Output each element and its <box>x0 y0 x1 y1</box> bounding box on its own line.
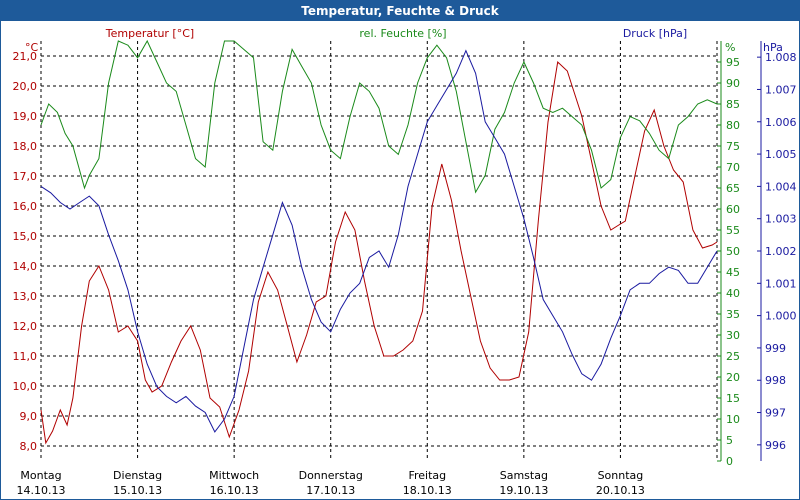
x-day-label: Dienstag <box>113 469 162 482</box>
humidity-tick-label: 0 <box>726 455 733 468</box>
pressure-tick-label: 999 <box>765 342 786 355</box>
temperature-tick-label: 10,0 <box>13 380 38 393</box>
series-line-pressure <box>40 49 718 433</box>
chart-svg: Temperatur [°C] rel. Feuchte [%] Druck [… <box>13 27 797 497</box>
pressure-tick-label: 1.006 <box>765 116 797 129</box>
pressure-ticks: 1.008 1.007 1.006 1.005 1.004 1.003 1.002 1.001… <box>757 51 797 452</box>
temperature-tick-label: 9,0 <box>20 410 38 423</box>
humidity-tick-label: 55 <box>726 224 740 237</box>
pressure-tick-label: 998 <box>765 374 786 387</box>
humidity-tick-label: 65 <box>726 182 740 195</box>
humidity-tick-label: 10 <box>726 413 740 426</box>
temperature-tick-label: 13,0 <box>13 290 38 303</box>
x-axis-labels: Montag 14.10.13 Dienstag 15.10.13 Mittwoch 16… <box>17 469 645 497</box>
temperature-tick-label: 20,0 <box>13 80 38 93</box>
series-line-humidity <box>40 39 718 194</box>
pressure-unit: hPa <box>763 41 783 54</box>
humidity-tick-label: 5 <box>726 434 733 447</box>
x-date-label: 19.10.13 <box>499 484 548 497</box>
humidity-tick-label: 20 <box>726 371 740 384</box>
humidity-tick-label: 60 <box>726 203 740 216</box>
series-line-temperature <box>40 60 718 445</box>
humidity-tick-label: 25 <box>726 350 740 363</box>
chart-title: Temperatur, Feuchte & Druck <box>1 1 799 21</box>
pressure-axis-label: Druck [hPa] <box>623 27 687 40</box>
x-day-label: Sonntag <box>598 469 644 482</box>
humidity-tick-label: 15 <box>726 392 740 405</box>
temperature-tick-label: 19,0 <box>13 110 38 123</box>
humidity-axis-label: rel. Feuchte [%] <box>359 27 446 40</box>
humidity-unit: % <box>725 41 735 54</box>
temperature-axis-label: Temperatur [°C] <box>105 27 194 40</box>
pressure-tick-label: 1.007 <box>765 83 797 96</box>
x-day-label: Montag <box>20 469 61 482</box>
temperature-tick-label: 14,0 <box>13 260 38 273</box>
pressure-tick-label: 997 <box>765 407 786 420</box>
temperature-tick-label: 17,0 <box>13 170 38 183</box>
pressure-tick-label: 1.002 <box>765 245 797 258</box>
pressure-tick-label: 1.005 <box>765 148 797 161</box>
x-date-label: 18.10.13 <box>403 484 452 497</box>
temperature-tick-label: 18,0 <box>13 140 38 153</box>
x-date-label: 15.10.13 <box>113 484 162 497</box>
humidity-tick-label: 45 <box>726 266 740 279</box>
temperature-tick-label: 16,0 <box>13 200 38 213</box>
temperature-tick-label: 11,0 <box>13 350 38 363</box>
temperature-unit: °C <box>25 41 39 54</box>
x-date-label: 20.10.13 <box>596 484 645 497</box>
humidity-tick-label: 80 <box>726 119 740 132</box>
humidity-tick-label: 95 <box>726 56 740 69</box>
pressure-tick-label: 1.001 <box>765 277 797 290</box>
humidity-tick-label: 30 <box>726 329 740 342</box>
pressure-tick-label: 1.003 <box>765 213 797 226</box>
temperature-ticks: 21,0 20,0 19,0 18,0 17,0 16,0 15,0 14,0 13,0 12,0… <box>13 50 38 453</box>
humidity-tick-label: 75 <box>726 140 740 153</box>
pressure-tick-label: 1.008 <box>765 51 797 64</box>
temperature-tick-label: 15,0 <box>13 230 38 243</box>
humidity-tick-label: 40 <box>726 287 740 300</box>
humidity-tick-label: 70 <box>726 161 740 174</box>
humidity-tick-label: 50 <box>726 245 740 258</box>
x-day-label: Donnerstag <box>299 469 363 482</box>
series-lines <box>40 39 718 445</box>
x-date-label: 16.10.13 <box>210 484 259 497</box>
x-day-label: Mittwoch <box>209 469 259 482</box>
pressure-tick-label: 1.004 <box>765 180 797 193</box>
x-day-label: Samstag <box>500 469 548 482</box>
pressure-tick-label: 1.000 <box>765 310 797 323</box>
humidity-tick-label: 35 <box>726 308 740 321</box>
x-date-label: 14.10.13 <box>17 484 66 497</box>
temperature-tick-label: 8,0 <box>20 440 38 453</box>
humidity-tick-label: 90 <box>726 77 740 90</box>
humidity-tick-label: 85 <box>726 98 740 111</box>
x-day-label: Freitag <box>408 469 446 482</box>
x-date-label: 17.10.13 <box>306 484 355 497</box>
temperature-tick-label: 12,0 <box>13 320 38 333</box>
temperature-tick-label: 21,0 <box>13 50 38 63</box>
pressure-tick-label: 996 <box>765 439 786 452</box>
